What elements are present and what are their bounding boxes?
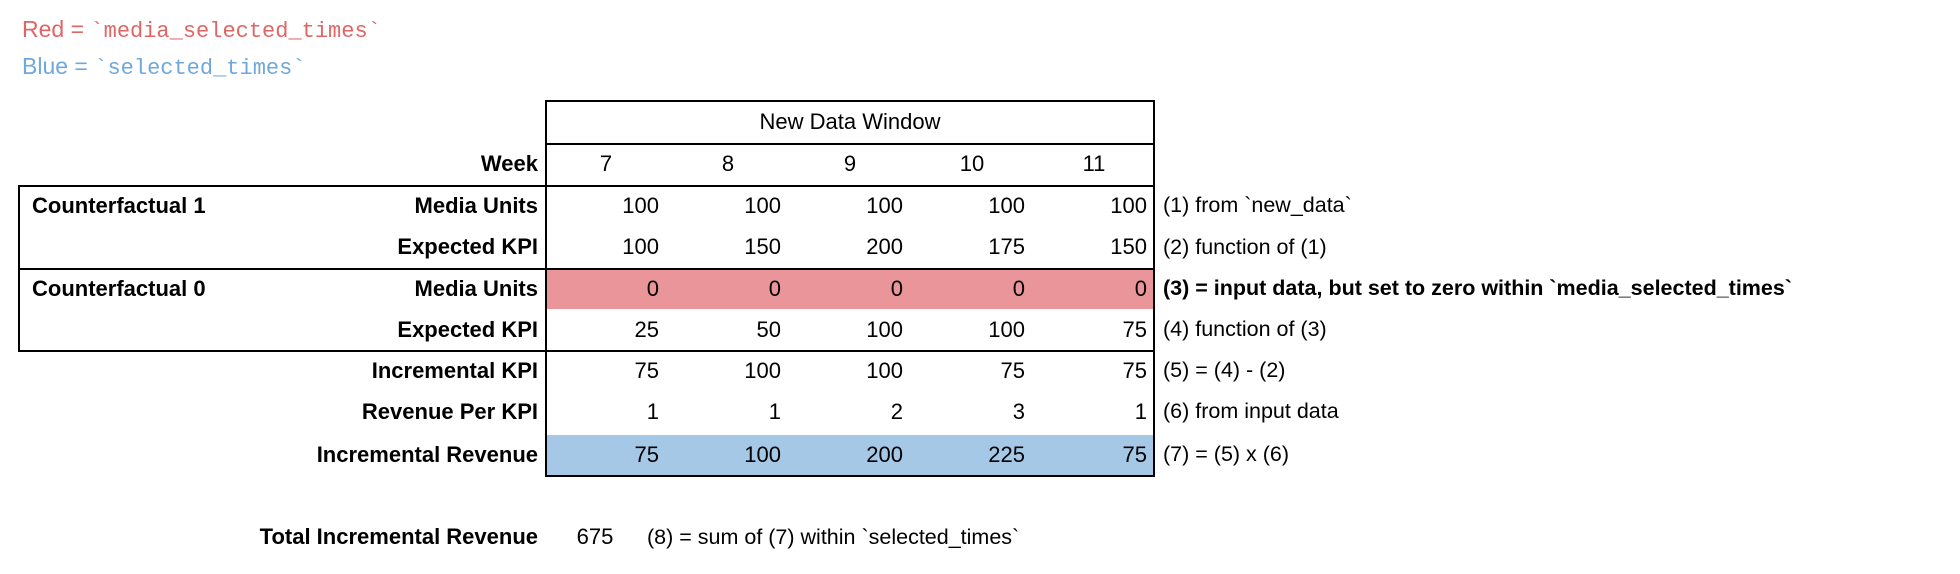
- cell-value: 3: [1012, 398, 1025, 424]
- row-annotation: (5) = (4) - (2): [1163, 358, 1286, 382]
- cell-value: 75: [1122, 441, 1147, 467]
- cell-value: 75: [1000, 357, 1025, 383]
- cell-value: 0: [768, 275, 781, 301]
- counterfactual-0-label: Counterfactual 0: [32, 275, 206, 301]
- legend-red-label: Red: [22, 16, 65, 42]
- legend-blue-code: `selected_times`: [94, 56, 306, 81]
- cell-value: 75: [634, 357, 659, 383]
- cell-value: 100: [866, 357, 903, 383]
- counterfactual-box-left-border: [18, 185, 20, 350]
- row-label: Media Units: [414, 192, 538, 218]
- row-label: Expected KPI: [397, 316, 538, 342]
- cell-value: 1: [646, 398, 659, 424]
- counterfactual-table: New Data Window Week 7 8 9 10 11 Counter…: [18, 100, 1945, 477]
- cell-value: 100: [1110, 192, 1147, 218]
- data-window-border: [545, 100, 1155, 477]
- color-legend: Red = `media_selected_times` Blue = `sel…: [22, 12, 381, 86]
- week-header: 9: [843, 151, 857, 176]
- row-annotation: (1) from `new_data`: [1163, 193, 1352, 217]
- counterfactual-0-bottom-border: [18, 350, 1155, 352]
- total-label: Total Incremental Revenue: [259, 524, 538, 549]
- row-annotation: (2) function of (1): [1163, 234, 1327, 259]
- week-row-label: Week: [480, 151, 538, 176]
- row-annotation: (3) = input data, but set to zero within…: [1163, 276, 1792, 300]
- total-incremental-revenue-row: Total Incremental Revenue 675 (8) = sum …: [18, 522, 1020, 552]
- week-header: 10: [959, 151, 985, 176]
- row-label: Expected KPI: [397, 234, 538, 259]
- week-header: 8: [721, 151, 735, 176]
- total-value: 675: [576, 524, 614, 549]
- counterfactual-1-top-border: [18, 185, 1155, 187]
- cell-value: 0: [1012, 275, 1025, 301]
- cell-value: 75: [1122, 357, 1147, 383]
- week-header: 11: [1082, 151, 1106, 176]
- cell-value: 1: [1134, 398, 1147, 424]
- cell-value: 50: [756, 316, 781, 342]
- cell-value: 225: [988, 441, 1025, 467]
- row-label: Incremental KPI: [371, 357, 538, 383]
- row-label: Incremental Revenue: [316, 441, 538, 467]
- cell-value: 100: [866, 316, 903, 342]
- cell-value: 0: [1134, 275, 1147, 301]
- legend-blue-line: Blue = `selected_times`: [22, 49, 381, 86]
- cell-value: 100: [622, 234, 659, 259]
- new-data-window-header: New Data Window: [759, 108, 941, 134]
- cell-value: 0: [646, 275, 659, 301]
- row-annotation: (4) function of (3): [1163, 317, 1327, 341]
- legend-red-equals: =: [64, 16, 91, 42]
- cell-value: 100: [744, 192, 781, 218]
- cell-value: 100: [988, 192, 1025, 218]
- cell-value: 75: [634, 441, 659, 467]
- row-annotation: (7) = (5) x (6): [1163, 442, 1290, 466]
- total-annotation: (8) = sum of (7) within `selected_times`: [647, 524, 1020, 549]
- cell-value: 0: [890, 275, 903, 301]
- cell-value: 175: [988, 234, 1025, 259]
- cell-value: 100: [866, 192, 903, 218]
- counterfactual-divider: [18, 268, 1155, 270]
- window-header-divider: [545, 143, 1155, 145]
- legend-blue-equals: =: [68, 53, 95, 79]
- cell-value: 2: [890, 398, 903, 424]
- cell-value: 100: [988, 316, 1025, 342]
- cell-value: 100: [744, 357, 781, 383]
- cell-value: 200: [866, 441, 903, 467]
- cell-value: 1: [768, 398, 781, 424]
- legend-blue-label: Blue: [22, 53, 69, 79]
- cell-value: 150: [744, 234, 781, 259]
- cell-value: 200: [866, 234, 903, 259]
- row-label: Media Units: [414, 275, 538, 301]
- row-annotation: (6) from input data: [1163, 399, 1339, 423]
- legend-red-line: Red = `media_selected_times`: [22, 12, 381, 49]
- cell-value: 75: [1122, 316, 1147, 342]
- cell-value: 150: [1110, 234, 1147, 259]
- media-selected-times-highlight: [547, 270, 1153, 309]
- counterfactual-1-label: Counterfactual 1: [32, 192, 206, 218]
- selected-times-highlight: [547, 435, 1153, 475]
- cell-value: 100: [622, 192, 659, 218]
- legend-red-code: `media_selected_times`: [90, 19, 381, 44]
- cell-value: 25: [634, 316, 659, 342]
- week-header: 7: [599, 151, 613, 176]
- cell-value: 100: [744, 441, 781, 467]
- row-label: Revenue Per KPI: [361, 398, 538, 424]
